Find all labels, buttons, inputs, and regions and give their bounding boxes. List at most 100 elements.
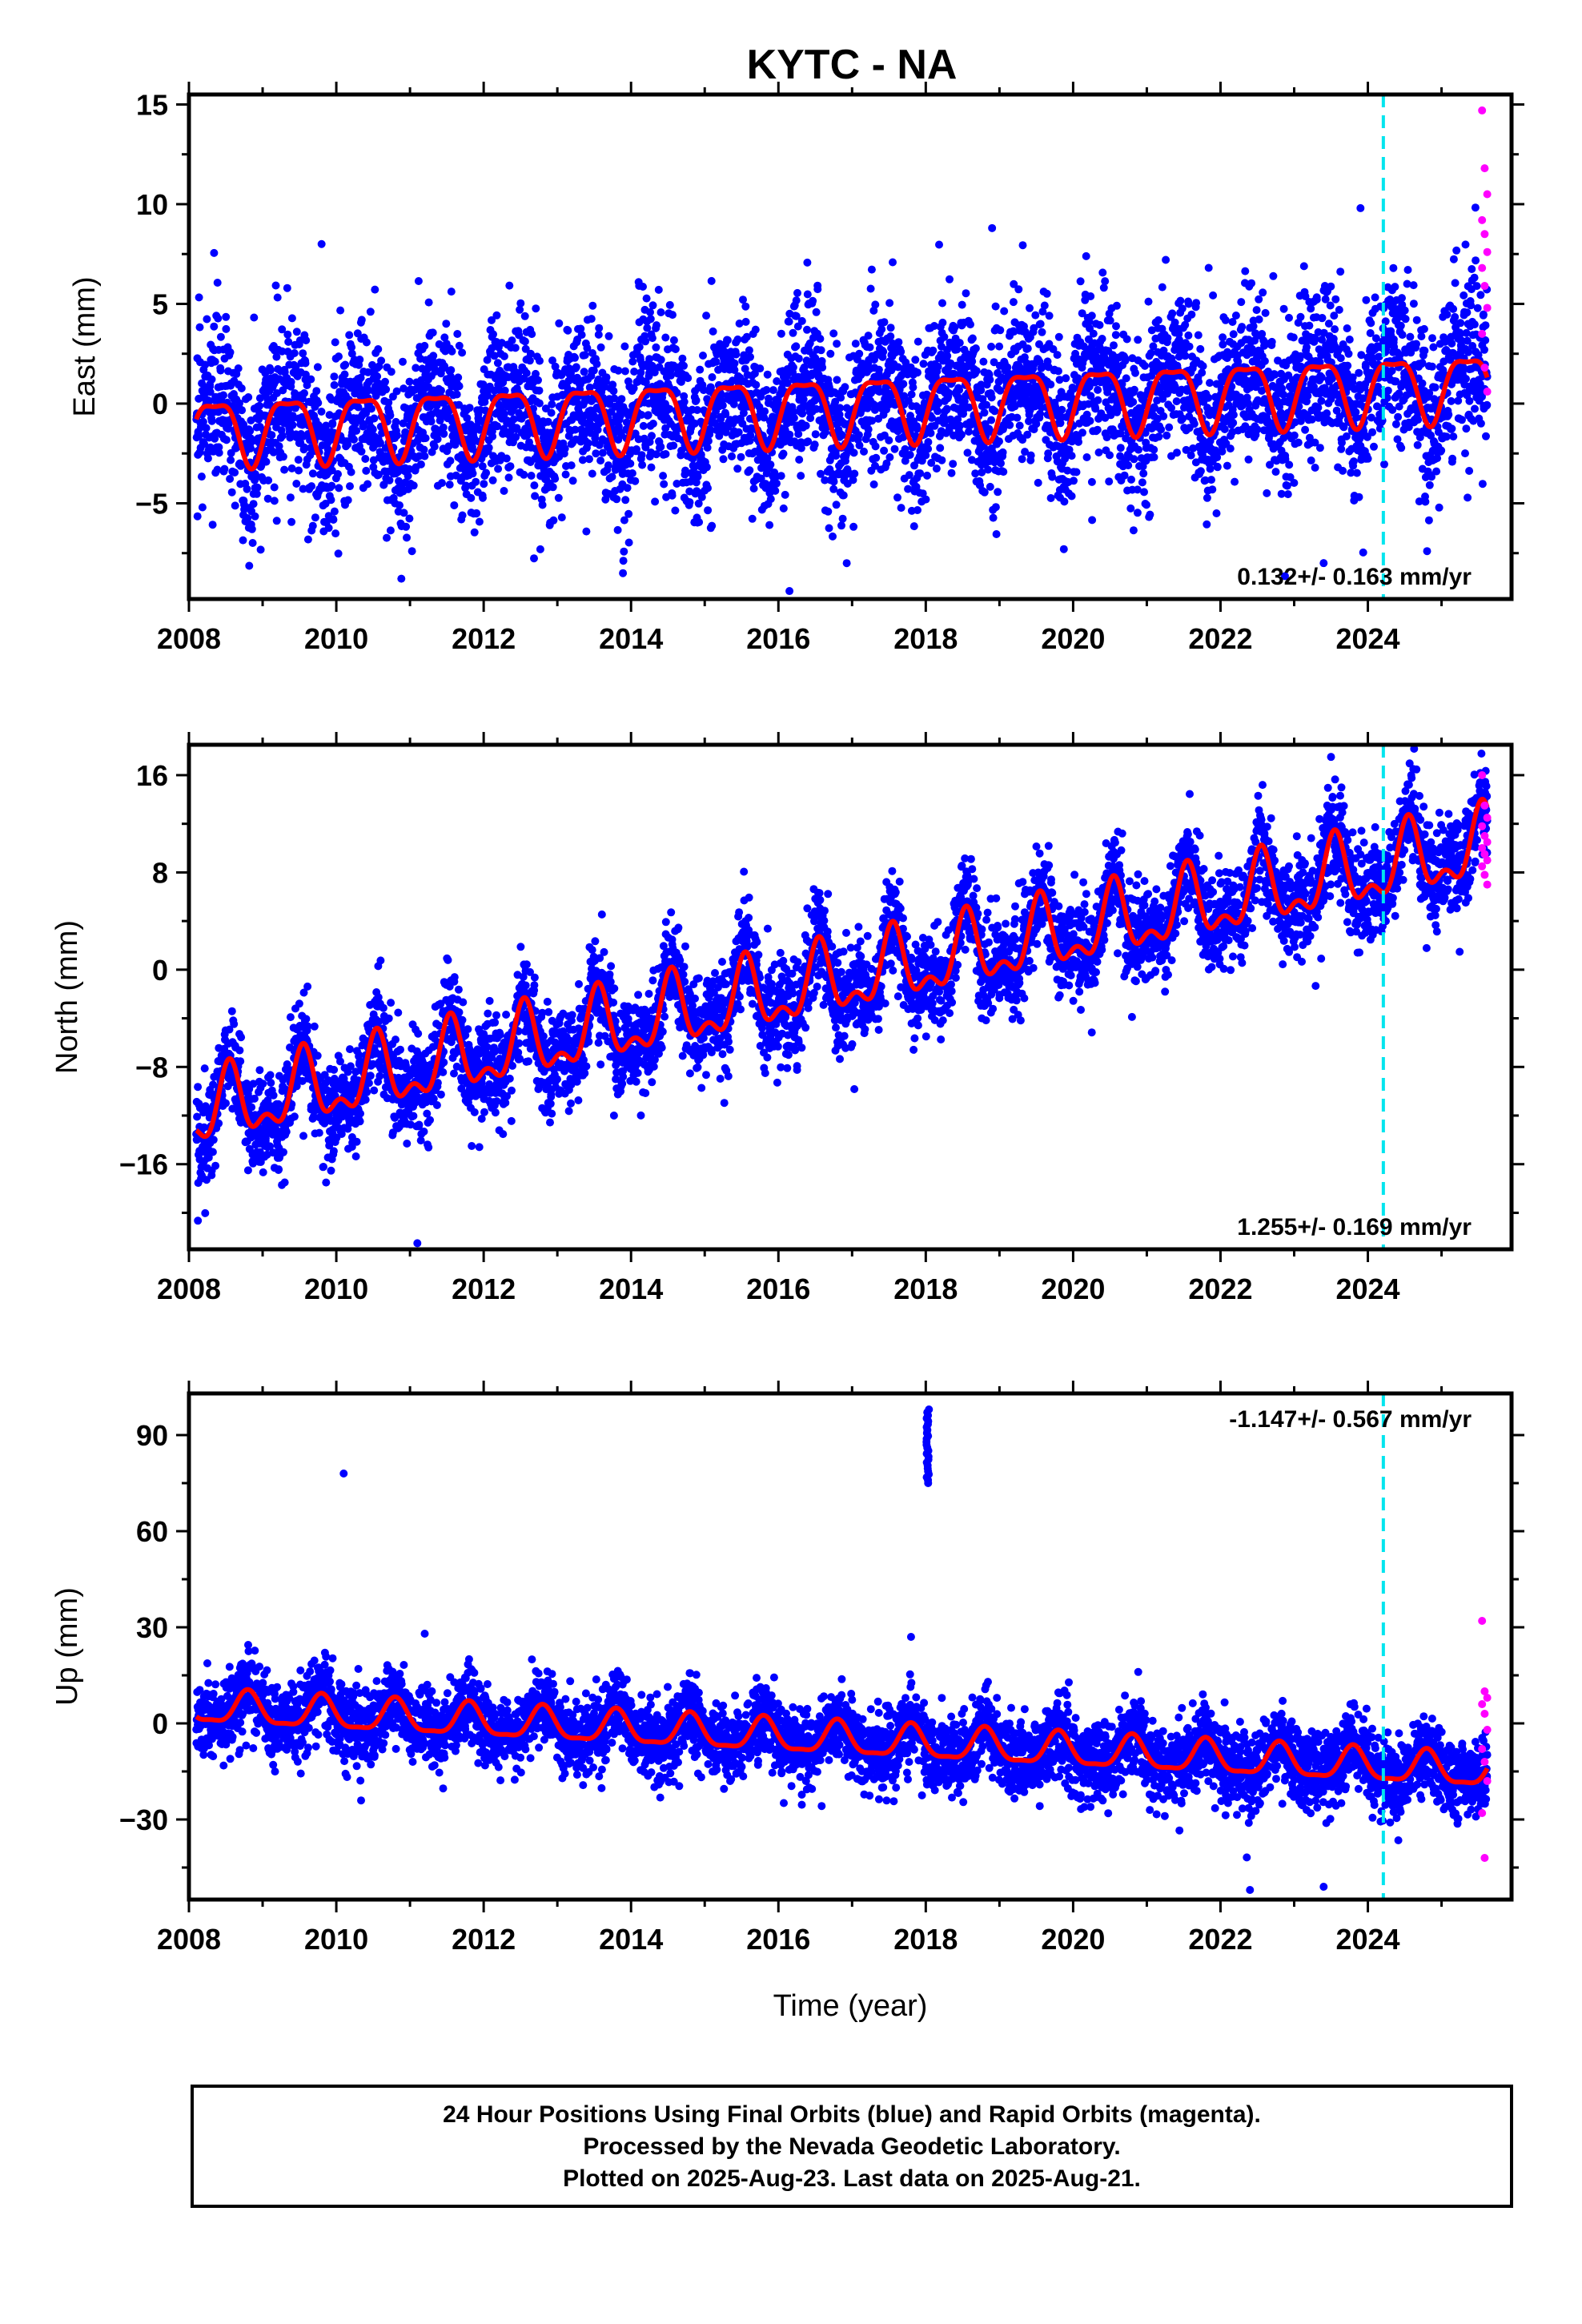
data-point bbox=[907, 390, 916, 399]
data-point bbox=[288, 420, 297, 429]
data-point bbox=[1368, 428, 1377, 436]
data-point bbox=[391, 417, 400, 426]
data-point bbox=[971, 344, 980, 352]
data-point bbox=[1212, 509, 1221, 517]
data-point bbox=[1013, 413, 1022, 422]
data-point bbox=[400, 509, 408, 517]
data-point bbox=[1345, 336, 1354, 344]
data-point bbox=[733, 464, 742, 473]
data-point bbox=[437, 386, 445, 395]
data-point bbox=[531, 492, 540, 501]
data-point bbox=[794, 430, 803, 438]
data-point bbox=[588, 469, 596, 478]
data-point bbox=[1070, 476, 1078, 485]
data-point bbox=[238, 406, 247, 415]
data-point bbox=[602, 373, 611, 382]
data-point bbox=[681, 466, 689, 475]
data-point bbox=[1231, 312, 1240, 320]
data-point bbox=[763, 370, 772, 379]
data-point bbox=[968, 334, 977, 343]
data-point bbox=[1131, 368, 1139, 377]
data-point bbox=[1072, 468, 1081, 476]
data-point bbox=[639, 421, 648, 430]
data-point bbox=[818, 363, 827, 372]
data-point bbox=[571, 425, 580, 434]
data-point bbox=[1238, 323, 1247, 332]
data-point bbox=[756, 364, 765, 373]
data-point bbox=[528, 330, 536, 339]
data-point bbox=[645, 437, 654, 446]
data-point bbox=[1414, 416, 1423, 424]
data-point bbox=[804, 437, 813, 446]
data-point bbox=[262, 457, 271, 466]
data-point bbox=[1252, 306, 1261, 315]
data-point bbox=[598, 448, 607, 457]
data-point bbox=[1383, 386, 1392, 395]
data-point bbox=[1389, 263, 1398, 272]
data-point bbox=[199, 417, 207, 426]
data-point bbox=[361, 455, 370, 463]
data-point bbox=[916, 469, 925, 478]
data-point bbox=[463, 414, 472, 423]
data-point bbox=[741, 364, 749, 373]
data-point bbox=[854, 431, 863, 440]
data-point bbox=[1208, 485, 1217, 494]
data-point bbox=[1388, 405, 1397, 414]
data-point bbox=[841, 383, 849, 392]
data-point bbox=[246, 427, 255, 436]
data-point bbox=[955, 339, 964, 348]
data-point bbox=[363, 480, 372, 489]
data-point bbox=[962, 289, 970, 298]
data-point bbox=[730, 366, 739, 374]
data-point bbox=[1244, 455, 1253, 464]
data-point bbox=[797, 472, 805, 480]
data-point bbox=[324, 524, 333, 533]
data-point bbox=[1267, 337, 1276, 346]
data-point bbox=[1036, 320, 1045, 328]
data-point bbox=[429, 352, 438, 360]
data-point bbox=[520, 470, 528, 479]
data-point bbox=[771, 486, 780, 495]
data-point bbox=[347, 468, 355, 476]
data-point bbox=[1401, 315, 1410, 324]
data-point bbox=[987, 342, 996, 351]
data-point bbox=[535, 399, 544, 408]
data-point bbox=[924, 438, 933, 446]
data-point bbox=[582, 527, 591, 536]
data-point bbox=[647, 463, 656, 472]
data-point bbox=[1397, 444, 1406, 452]
data-point bbox=[1087, 477, 1096, 486]
data-point bbox=[541, 404, 550, 413]
data-point bbox=[817, 469, 825, 478]
data-point bbox=[648, 301, 657, 310]
data-point bbox=[986, 376, 994, 384]
data-point bbox=[669, 336, 678, 344]
data-point bbox=[1317, 373, 1326, 382]
data-point bbox=[1223, 461, 1231, 470]
data-point bbox=[201, 360, 210, 369]
data-point bbox=[909, 522, 918, 531]
data-point bbox=[1352, 468, 1361, 477]
data-point bbox=[991, 302, 1000, 311]
data-point bbox=[628, 357, 637, 366]
data-point bbox=[1203, 493, 1211, 502]
data-point bbox=[1289, 333, 1298, 342]
data-point bbox=[557, 513, 566, 522]
data-point bbox=[1158, 283, 1166, 292]
data-point bbox=[547, 408, 556, 417]
data-point bbox=[271, 281, 280, 290]
data-point bbox=[506, 462, 515, 471]
data-point bbox=[1038, 328, 1046, 336]
data-point bbox=[577, 331, 586, 340]
data-point bbox=[816, 335, 825, 343]
data-point bbox=[273, 293, 282, 302]
data-point bbox=[1129, 398, 1138, 406]
data-point bbox=[520, 312, 529, 320]
data-point bbox=[479, 493, 487, 502]
data-point bbox=[1130, 455, 1138, 464]
data-point bbox=[334, 470, 342, 478]
data-point bbox=[385, 476, 394, 485]
data-point bbox=[1067, 492, 1076, 501]
data-point bbox=[882, 459, 891, 468]
data-point bbox=[444, 442, 453, 451]
